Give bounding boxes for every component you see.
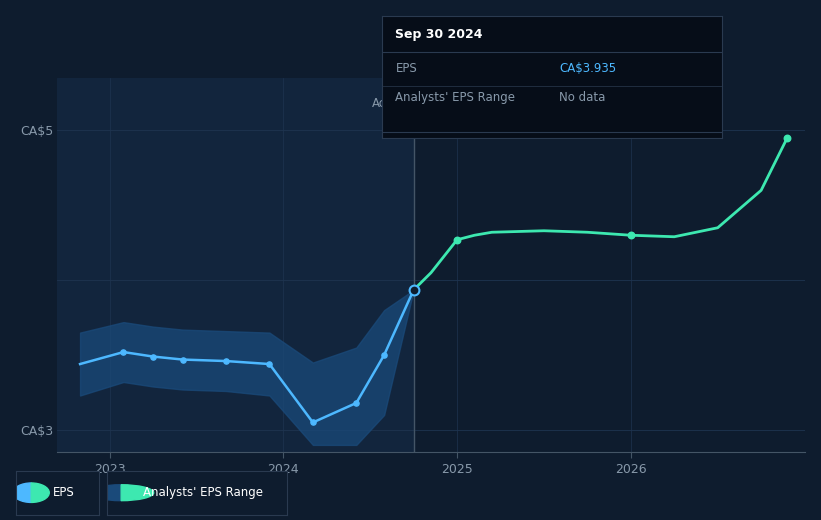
Bar <box>57 78 414 452</box>
Text: No data: No data <box>559 92 605 105</box>
Point <box>306 418 319 426</box>
Point <box>176 355 189 363</box>
Text: CA$3.935: CA$3.935 <box>559 62 616 75</box>
Text: Actual: Actual <box>371 97 408 110</box>
Point <box>781 134 794 142</box>
Point <box>350 399 363 407</box>
Point <box>624 231 637 239</box>
Point <box>407 286 420 294</box>
Point <box>117 348 130 356</box>
Text: EPS: EPS <box>53 486 75 499</box>
Point <box>219 357 232 365</box>
Text: Analysts Forecasts: Analysts Forecasts <box>419 97 529 110</box>
Wedge shape <box>13 483 31 502</box>
Wedge shape <box>89 485 122 501</box>
Point <box>263 360 276 368</box>
Text: Analysts' EPS Range: Analysts' EPS Range <box>396 92 516 105</box>
Point <box>451 236 464 244</box>
Wedge shape <box>122 485 154 501</box>
Text: EPS: EPS <box>396 62 417 75</box>
Wedge shape <box>31 483 49 502</box>
Text: Analysts' EPS Range: Analysts' EPS Range <box>143 486 263 499</box>
Text: Sep 30 2024: Sep 30 2024 <box>396 28 483 41</box>
Point <box>146 353 159 361</box>
Point <box>378 351 391 359</box>
